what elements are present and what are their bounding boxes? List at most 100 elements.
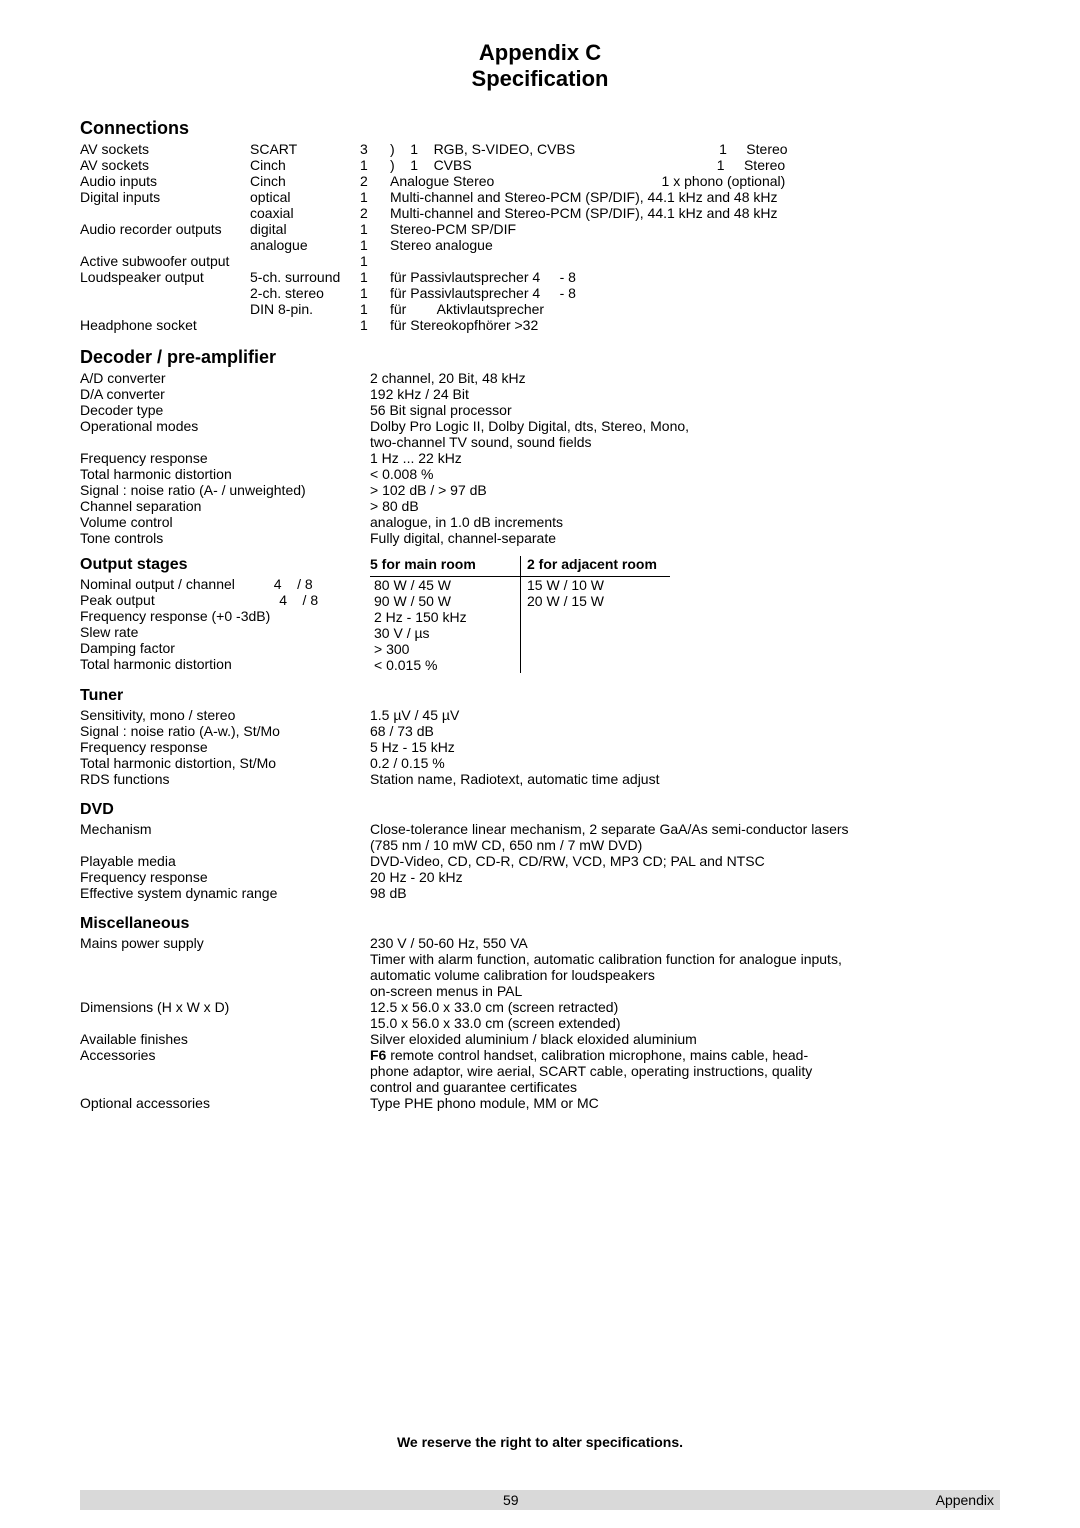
spec-row: Signal : noise ratio (A- / unweighted)> … [80, 482, 1000, 498]
spec-label: Operational modes [80, 418, 370, 434]
spec-row: Effective system dynamic range98 dB [80, 885, 1000, 901]
conn-count: 1 [360, 317, 390, 333]
output-main-col: 80 W / 45 W90 W / 50 W2 Hz - 150 kHz30 V… [370, 576, 520, 673]
connections-heading: Connections [80, 118, 1000, 139]
conn-count: 1 [360, 237, 390, 253]
spec-row: A/D converter2 channel, 20 Bit, 48 kHz [80, 370, 1000, 386]
spec-value: F6 remote control handset, calibration m… [370, 1047, 1000, 1063]
spec-value: 15.0 x 56.0 x 33.0 cm (screen extended) [370, 1015, 1000, 1031]
spec-label: Frequency response [80, 869, 370, 885]
title-2: Specification [80, 66, 1000, 92]
spec-value: analogue, in 1.0 dB increments [370, 514, 1000, 530]
conn-label: Loudspeaker output [80, 269, 250, 285]
spec-row: Available finishesSilver eloxided alumin… [80, 1031, 1000, 1047]
output-label: Frequency response (+0 -3dB) [80, 608, 370, 624]
spec-label: Mains power supply [80, 935, 370, 951]
conn-desc: für Stereokopfhörer >32 [390, 317, 1000, 333]
spec-value: 12.5 x 56.0 x 33.0 cm (screen retracted) [370, 999, 1000, 1015]
title-block: Appendix C Specification [80, 40, 1000, 93]
output-main-val: 80 W / 45 W [374, 577, 520, 593]
conn-desc: Analogue Stereo 1 x phono (optional) [390, 173, 1000, 189]
connections-row: DIN 8-pin.1für Aktivlautsprecher [80, 301, 1000, 317]
spec-row: Tone controlsFully digital, channel-sepa… [80, 530, 1000, 546]
spec-label: Tone controls [80, 530, 370, 546]
conn-desc: Multi-channel and Stereo-PCM (SP/DIF), 4… [390, 189, 1000, 205]
conn-mid: 5-ch. surround [250, 269, 360, 285]
connections-row: Loudspeaker output5-ch. surround1für Pas… [80, 269, 1000, 285]
output-label: Nominal output / channel 4 / 8 [80, 576, 370, 592]
conn-mid: DIN 8-pin. [250, 301, 360, 317]
connections-row: Audio recorder outputsdigital1Stereo-PCM… [80, 221, 1000, 237]
spec-row: Frequency response5 Hz - 15 kHz [80, 739, 1000, 755]
output-heading-row: Output stages 5 for main room 2 for adja… [80, 556, 1000, 576]
spec-row: 15.0 x 56.0 x 33.0 cm (screen extended) [80, 1015, 1000, 1031]
spec-row: control and guarantee certificates [80, 1079, 1000, 1095]
spec-row: Timer with alarm function, automatic cal… [80, 951, 1000, 967]
conn-label: Audio inputs [80, 173, 250, 189]
output-head-main: 5 for main room [370, 556, 520, 576]
output-adj-val: 15 W / 10 W [527, 577, 670, 593]
spec-label [80, 837, 370, 853]
spec-label [80, 1015, 370, 1031]
spec-row: MechanismClose-tolerance linear mechanis… [80, 821, 1000, 837]
conn-mid: 2-ch. stereo [250, 285, 360, 301]
conn-label: AV sockets [80, 141, 250, 157]
conn-label [80, 237, 250, 253]
conn-count: 1 [360, 221, 390, 237]
conn-label [80, 285, 250, 301]
footer-section: Appendix [936, 1492, 994, 1508]
spec-value: Type PHE phono module, MM or MC [370, 1095, 1000, 1111]
spec-value: on-screen menus in PAL [370, 983, 1000, 999]
spec-row: AccessoriesF6 remote control handset, ca… [80, 1047, 1000, 1063]
connections-block: AV socketsSCART3) 1 RGB, S-VIDEO, CVBS 1… [80, 141, 1000, 333]
conn-count: 2 [360, 173, 390, 189]
spec-row: D/A converter192 kHz / 24 Bit [80, 386, 1000, 402]
spec-label: Mechanism [80, 821, 370, 837]
connections-row: Audio inputsCinch2Analogue Stereo 1 x ph… [80, 173, 1000, 189]
spec-value: 1 Hz ... 22 kHz [370, 450, 1000, 466]
conn-desc [390, 253, 1000, 269]
spec-row: Total harmonic distortion< 0.008 % [80, 466, 1000, 482]
output-main-val: 2 Hz - 150 kHz [374, 609, 520, 625]
spec-row: phone adaptor, wire aerial, SCART cable,… [80, 1063, 1000, 1079]
conn-label: Active subwoofer output [80, 253, 250, 269]
connections-row: AV socketsSCART3) 1 RGB, S-VIDEO, CVBS 1… [80, 141, 1000, 157]
output-adj-val [527, 609, 670, 625]
title-1: Appendix C [80, 40, 1000, 66]
spec-value: DVD-Video, CD, CD-R, CD/RW, VCD, MP3 CD;… [370, 853, 1000, 869]
spec-label [80, 983, 370, 999]
misc-heading: Miscellaneous [80, 915, 1000, 933]
spec-label: Playable media [80, 853, 370, 869]
spec-row: Operational modesDolby Pro Logic II, Dol… [80, 418, 1000, 434]
conn-label [80, 205, 250, 221]
spec-value: > 102 dB / > 97 dB [370, 482, 1000, 498]
spec-row: Dimensions (H x W x D)12.5 x 56.0 x 33.0… [80, 999, 1000, 1015]
conn-desc: ) 1 RGB, S-VIDEO, CVBS 1 Stereo [390, 141, 1000, 157]
connections-row: 2-ch. stereo1für Passivlautsprecher 4 - … [80, 285, 1000, 301]
spec-label: Accessories [80, 1047, 370, 1063]
conn-label: Headphone socket [80, 317, 250, 333]
spec-label: A/D converter [80, 370, 370, 386]
connections-row: analogue1Stereo analogue [80, 237, 1000, 253]
spec-value: 56 Bit signal processor [370, 402, 1000, 418]
conn-mid [250, 317, 360, 333]
tuner-block: Sensitivity, mono / stereo1.5 µV / 45 µV… [80, 707, 1000, 787]
output-label: Peak output 4 / 8 [80, 592, 370, 608]
spec-value: (785 nm / 10 mW CD, 650 nm / 7 mW DVD) [370, 837, 1000, 853]
spec-value: Dolby Pro Logic II, Dolby Digital, dts, … [370, 418, 1000, 434]
output-adj-val: 20 W / 15 W [527, 593, 670, 609]
spec-row: two-channel TV sound, sound fields [80, 434, 1000, 450]
footer-band: 59 Appendix [80, 1490, 1000, 1510]
conn-count: 1 [360, 253, 390, 269]
connections-row: Active subwoofer output 1 [80, 253, 1000, 269]
spec-label: Available finishes [80, 1031, 370, 1047]
spec-label: Optional accessories [80, 1095, 370, 1111]
spec-value: 2 channel, 20 Bit, 48 kHz [370, 370, 1000, 386]
spec-row: on-screen menus in PAL [80, 983, 1000, 999]
output-main-val: < 0.015 % [374, 657, 520, 673]
conn-count: 2 [360, 205, 390, 221]
spec-row: Sensitivity, mono / stereo1.5 µV / 45 µV [80, 707, 1000, 723]
spec-value: Close-tolerance linear mechanism, 2 sepa… [370, 821, 1000, 837]
conn-label [80, 301, 250, 317]
spec-label: Frequency response [80, 450, 370, 466]
